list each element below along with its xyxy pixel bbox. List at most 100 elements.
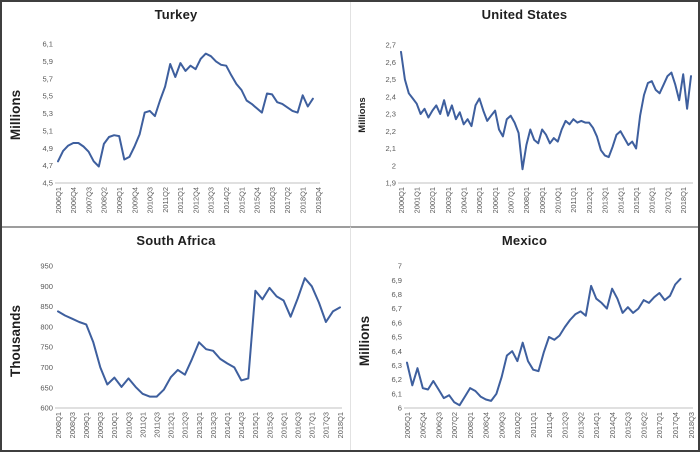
x-tick-label: 2008Q4 [482, 412, 491, 438]
x-tick-label: 2012Q1 [176, 187, 185, 213]
chart-title-turkey: Turkey [154, 7, 198, 22]
x-tick-label: 2018Q1 [679, 187, 688, 213]
x-tick-label: 2015Q4 [253, 187, 262, 213]
y-tick-label: 5,5 [42, 92, 53, 101]
y-tick-label: 2,1 [385, 144, 396, 153]
x-tick-label: 2015Q1 [632, 187, 641, 213]
x-tick-label: 2014Q2 [222, 187, 231, 213]
y-tick-label: 1,9 [385, 179, 396, 188]
y-tick-label: 2 [392, 161, 396, 170]
x-tick-label: 2015Q1 [237, 187, 246, 213]
y-tick-label: 6,2 [391, 375, 402, 384]
y-tick-label: 2,6 [385, 58, 396, 67]
x-tick-label: 2001Q1 [412, 187, 421, 213]
chart-panel-south-africa: 950 900 850 800 750 700 650 600 2008Q1 2008Q3 2009… [2, 226, 350, 450]
x-tick-label: 2017Q1 [663, 187, 672, 213]
x-tick-label: 2009Q1 [115, 187, 124, 213]
data-series-line [57, 277, 341, 398]
chart-panel-united-states: 2,7 2,6 2,5 2,4 2,3 2,2 2,1 2 1,9 2000Q1 2001Q1 200… [350, 2, 698, 226]
x-tick-label: 2013Q2 [576, 412, 585, 438]
x-tick-label: 2016Q3 [268, 187, 277, 213]
x-tick-label: 2006Q1 [54, 187, 63, 213]
y-tick-label: 7 [398, 262, 402, 271]
x-tick-label: 2017Q1 [655, 412, 664, 438]
x-tick-label: 2018Q4 [314, 187, 323, 213]
y-tick-label: 4,7 [42, 161, 53, 170]
chart-title-mexico: Mexico [501, 233, 548, 248]
x-tick-label: 2008Q2 [100, 187, 109, 213]
x-tick-label: 2018Q3 [687, 412, 696, 438]
y-tick-label: 2,3 [385, 110, 396, 119]
x-tick-label: 2015Q3 [624, 412, 633, 438]
data-series-line [57, 52, 314, 168]
x-tick-label: 2016Q2 [639, 412, 648, 438]
x-tick-label: 2009Q3 [497, 412, 506, 438]
x-tick-label: 2007Q1 [507, 187, 516, 213]
y-tick-label: 6,4 [391, 347, 402, 356]
y-tick-label: 6,3 [391, 361, 402, 370]
x-tick-label: 2017Q1 [308, 412, 317, 438]
y-tick-label: 600 [40, 404, 53, 413]
x-tick-label: 2012Q4 [191, 187, 200, 213]
turkey-y-axis-title: Millions [8, 89, 23, 141]
y-tick-label: 4,9 [42, 144, 53, 153]
x-tick-label: 2010Q1 [554, 187, 563, 213]
y-tick-label: 6,1 [42, 40, 53, 49]
x-tick-label: 2003Q1 [444, 187, 453, 213]
x-tick-label: 2008Q1 [522, 187, 531, 213]
x-tick-label: 2011Q3 [153, 412, 162, 438]
y-tick-label: 5,9 [42, 57, 53, 66]
x-tick-label: 2008Q1 [466, 412, 475, 438]
x-tick-label: 2010Q1 [110, 412, 119, 438]
x-tick-label: 2018Q1 [299, 187, 308, 213]
x-tick-label: 2014Q3 [237, 412, 246, 438]
y-tick-label: 800 [40, 322, 53, 331]
data-series-line [400, 50, 692, 171]
x-tick-label: 2016Q1 [279, 412, 288, 438]
x-tick-label: 2009Q3 [96, 412, 105, 438]
x-tick-label: 2006Q1 [491, 187, 500, 213]
chart-panel-mexico: 7 6,9 6,8 6,7 6,6 6,5 6,4 6,3 6,2 6,1 6 2005Q1 2005Q… [350, 226, 698, 450]
x-tick-label: 2008Q1 [54, 412, 63, 438]
y-tick-label: 700 [40, 363, 53, 372]
y-tick-label: 5,7 [42, 74, 53, 83]
mexico-y-axis-title: Millions [357, 315, 372, 367]
y-tick-label: 6,7 [391, 304, 402, 313]
y-tick-label: 2,4 [385, 92, 396, 101]
chart-panel-turkey: 6,1 5,9 5,7 5,5 5,3 5,1 4,9 4,7 4,5 2006Q1 2006Q4 2… [2, 2, 350, 226]
y-tick-label: 6,5 [391, 333, 402, 342]
south-africa-y-axis-title: Thousands [8, 305, 23, 378]
x-tick-label: 2011Q1 [138, 412, 147, 438]
x-tick-label: 2017Q3 [322, 412, 331, 438]
x-tick-label: 2011Q1 [569, 187, 578, 213]
y-tick-label: 5,1 [42, 126, 53, 135]
x-tick-label: 2011Q4 [545, 412, 554, 438]
x-tick-label: 2013Q1 [601, 187, 610, 213]
x-tick-label: 2013Q3 [207, 187, 216, 213]
x-tick-label: 2015Q1 [251, 412, 260, 438]
x-tick-label: 2002Q1 [428, 187, 437, 213]
x-tick-label: 2011Q2 [161, 187, 170, 213]
x-tick-label: 2018Q1 [336, 412, 345, 438]
x-tick-label: 2014Q1 [592, 412, 601, 438]
x-tick-label: 2015Q3 [265, 412, 274, 438]
x-tick-label: 2012Q3 [561, 412, 570, 438]
y-tick-label: 2,5 [385, 75, 396, 84]
y-tick-label: 4,5 [42, 179, 53, 188]
x-tick-label: 2011Q1 [529, 412, 538, 438]
y-tick-label: 6,8 [391, 290, 402, 299]
x-tick-label: 2006Q3 [434, 412, 443, 438]
y-tick-label: 5,3 [42, 109, 53, 118]
x-tick-label: 2005Q1 [403, 412, 412, 438]
x-tick-label: 2009Q1 [82, 412, 91, 438]
y-tick-label: 900 [40, 282, 53, 291]
x-tick-label: 2013Q1 [195, 412, 204, 438]
y-tick-label: 850 [40, 302, 53, 311]
x-tick-label: 2005Q1 [475, 187, 484, 213]
chart-title-south-africa: South Africa [136, 233, 216, 248]
y-tick-label: 6,6 [391, 318, 402, 327]
